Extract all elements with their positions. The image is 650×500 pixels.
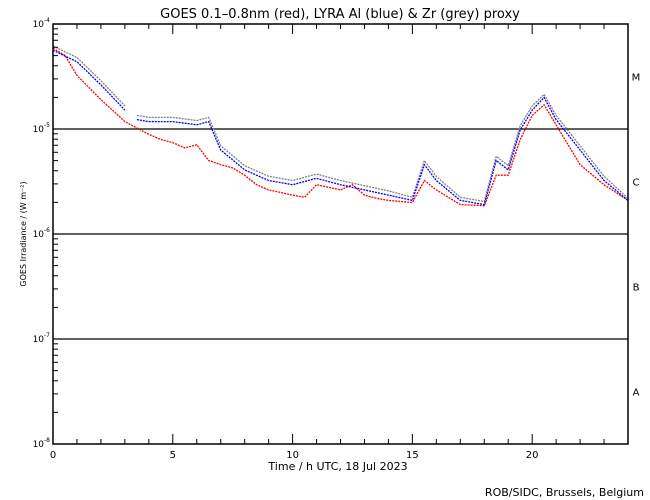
y-tick-label: 10-6 [33, 227, 51, 240]
x-tick-label: 0 [50, 450, 56, 461]
y-tick-label: 10-8 [33, 437, 51, 450]
series-line-lyra-zr-proxy [52, 45, 126, 107]
y-axis-label: GOES Irradiance / (W m⁻²) [19, 181, 28, 286]
y-tick-label: 10-5 [33, 122, 51, 135]
x-tick-label: 15 [406, 450, 419, 461]
series-line-lyra-zr-proxy [136, 93, 629, 203]
x-tick-label: 10 [286, 450, 299, 461]
y-tick-label: 10-7 [33, 332, 51, 345]
x-tick-label: 20 [526, 450, 539, 461]
series-line-lyra-al-proxy [52, 49, 126, 111]
flare-class-label: M [632, 73, 641, 84]
y-tick-label: 10-4 [33, 17, 51, 30]
flare-class-label: A [633, 388, 640, 399]
x-axis-label: Time / h UTC, 18 Jul 2023 [267, 460, 407, 473]
flare-class-label: C [633, 178, 640, 189]
series-line-goes-0-1-0-8nm [52, 47, 629, 207]
series-line-lyra-al-proxy [136, 96, 629, 206]
x-tick-label: 5 [170, 450, 176, 461]
flare-class-label: B [633, 283, 640, 294]
chart-title: GOES 0.1–0.8nm (red), LYRA Al (blue) & Z… [160, 7, 520, 22]
credit-text: ROB/SIDC, Brussels, Belgium [485, 486, 644, 499]
